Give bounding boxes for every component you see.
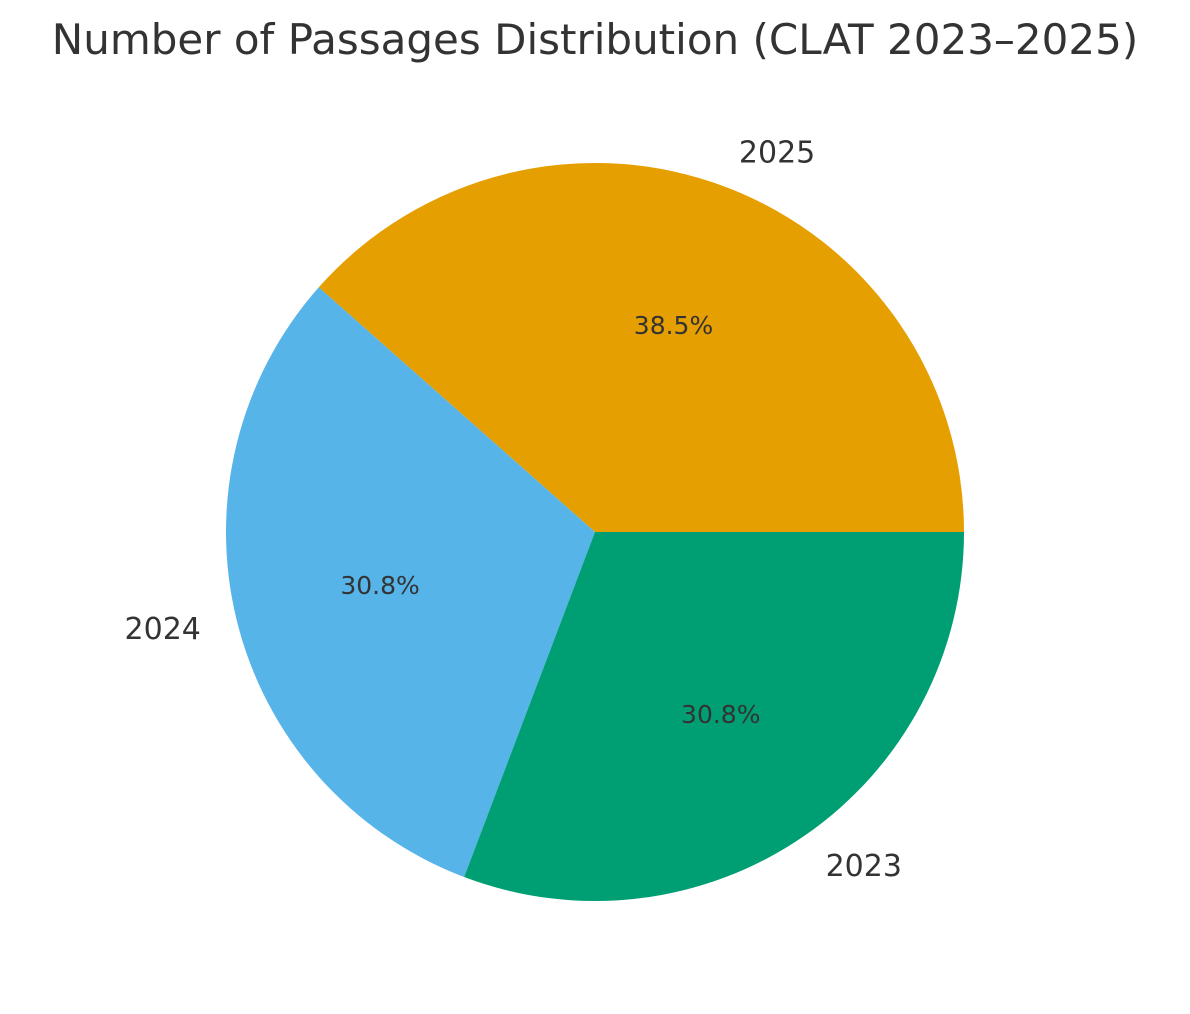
pie-slice-2025 [318,163,964,532]
slice-label: 2023 [826,849,902,884]
pie-slice-2024 [225,287,595,878]
slice-percent-label: 30.8% [681,700,760,729]
slice-percent-label: 38.5% [634,311,713,340]
slice-label: 2025 [739,135,815,170]
chart-title: Number of Passages Distribution (CLAT 20… [52,15,1138,64]
slice-label: 2024 [125,612,201,647]
pie-slice-2023 [464,532,964,901]
slice-percent-label: 30.8% [340,571,419,600]
